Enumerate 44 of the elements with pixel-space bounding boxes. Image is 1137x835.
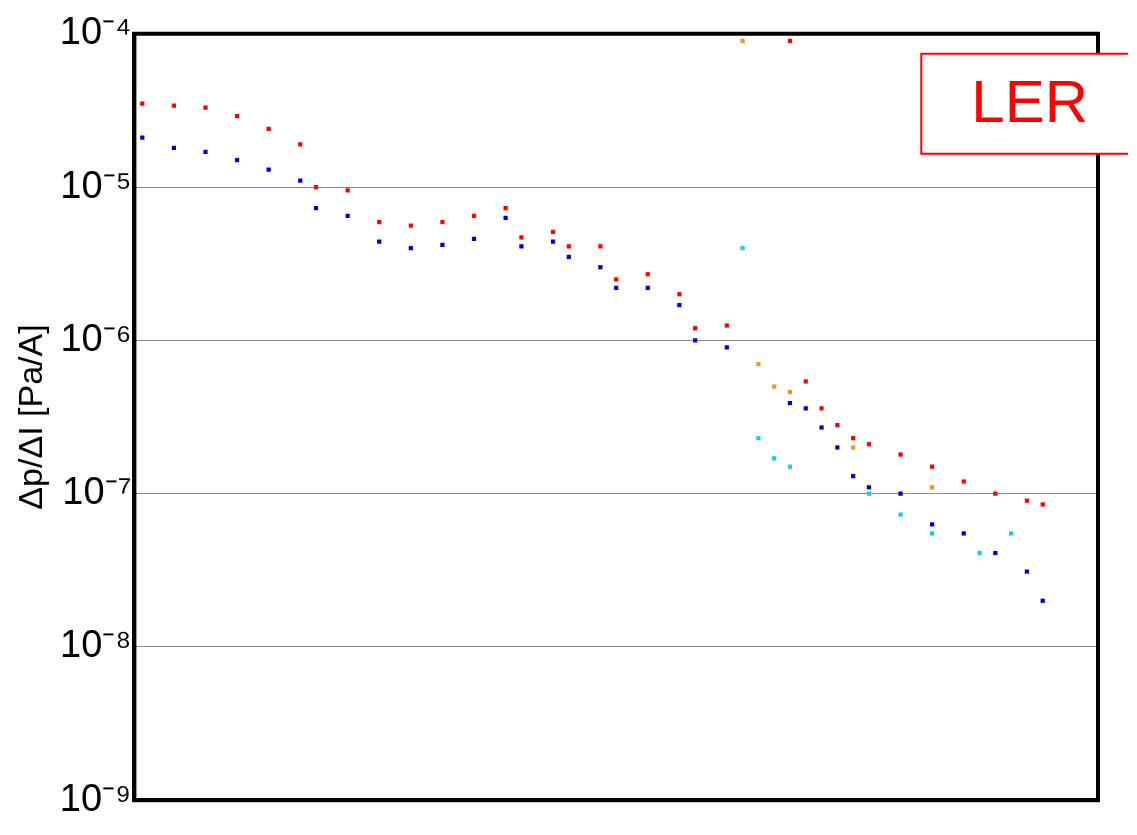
point bbox=[930, 531, 935, 536]
y-tick-label: 10⁻⁸ bbox=[60, 623, 132, 666]
point bbox=[345, 188, 350, 193]
point bbox=[930, 522, 935, 527]
annotation: LER bbox=[971, 68, 1088, 136]
y-tick-label: 10⁻⁶ bbox=[60, 316, 132, 359]
point bbox=[677, 302, 682, 308]
point bbox=[819, 406, 824, 411]
y-tick-label: 10⁻⁹ bbox=[59, 776, 132, 819]
point bbox=[203, 149, 208, 154]
point bbox=[519, 235, 524, 240]
point bbox=[898, 512, 903, 517]
point bbox=[898, 452, 903, 457]
point bbox=[677, 292, 682, 297]
point bbox=[440, 242, 445, 247]
y-tick-label: 10⁻⁴ bbox=[59, 10, 132, 53]
point bbox=[519, 244, 524, 249]
point bbox=[266, 167, 271, 172]
point bbox=[1024, 569, 1030, 574]
point bbox=[598, 244, 603, 249]
point bbox=[724, 323, 729, 328]
point bbox=[503, 215, 508, 220]
point bbox=[977, 550, 982, 556]
y-tick-label: 10⁻⁷ bbox=[62, 470, 132, 513]
point bbox=[961, 531, 966, 536]
point bbox=[598, 265, 603, 270]
point bbox=[203, 105, 208, 110]
point bbox=[851, 445, 856, 450]
point bbox=[440, 220, 445, 225]
point bbox=[740, 38, 745, 43]
point bbox=[898, 491, 903, 496]
point bbox=[772, 384, 777, 389]
y-axis-title: Δp/ΔI [Pa/A] bbox=[10, 324, 49, 510]
y-tick-label: 10⁻⁵ bbox=[60, 163, 132, 206]
point bbox=[835, 445, 840, 450]
point bbox=[961, 479, 966, 484]
point bbox=[566, 244, 571, 249]
point bbox=[1040, 502, 1045, 507]
point bbox=[503, 205, 508, 211]
point bbox=[803, 379, 808, 384]
point bbox=[819, 425, 824, 430]
point bbox=[1009, 531, 1014, 536]
point bbox=[171, 103, 177, 108]
point bbox=[740, 245, 745, 251]
